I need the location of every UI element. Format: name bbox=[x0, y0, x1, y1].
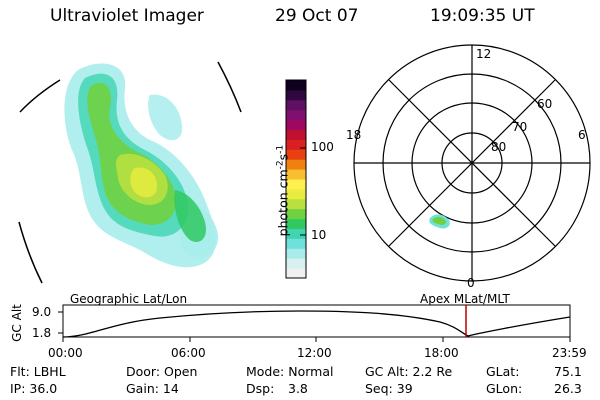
timeline-xtick-label-0000: 00:00 bbox=[48, 346, 83, 360]
colorbar-tick-label-10: 10 bbox=[311, 228, 327, 242]
colorbar-segment bbox=[286, 258, 306, 269]
lat-label-80: 80 bbox=[491, 140, 507, 154]
timeline-xtick-label-2359: 23:59 bbox=[552, 346, 587, 360]
colorbar-segment bbox=[286, 179, 306, 190]
timeline-right-label: Apex MLat/MLT bbox=[420, 292, 510, 306]
aurora-blob bbox=[148, 94, 183, 141]
mlt-label-6: 6 bbox=[578, 128, 586, 142]
aurora-blob bbox=[174, 190, 206, 242]
date-label: 29 Oct 07 bbox=[275, 6, 359, 26]
colorbar-segment bbox=[286, 238, 306, 249]
altitude-curve bbox=[62, 310, 571, 338]
ip-readout: IP: 36.0 bbox=[10, 381, 58, 396]
gain-readout: Gain: 14 bbox=[126, 381, 179, 396]
dsp-value: 3.8 bbox=[288, 381, 308, 396]
colorbar-frame bbox=[285, 79, 307, 279]
image-frame-arcs bbox=[18, 61, 242, 284]
polar-spot-blob bbox=[432, 216, 447, 225]
colorbar-segment bbox=[286, 129, 306, 140]
mode-readout: Mode: Normal bbox=[246, 364, 334, 379]
mlt-label-12: 12 bbox=[476, 47, 492, 61]
colorbar-unit-s: s bbox=[275, 153, 291, 161]
colorbar-unit-text: photon cm bbox=[275, 169, 291, 237]
glat-label: GLat: bbox=[486, 364, 520, 379]
polar-plot bbox=[353, 44, 591, 282]
aurora-image bbox=[64, 63, 219, 268]
seq-readout: Seq: 39 bbox=[365, 381, 413, 396]
polar-diagonal-b bbox=[388, 79, 556, 247]
colorbar-segment bbox=[286, 248, 306, 259]
lat-label-70: 70 bbox=[512, 120, 528, 134]
time-label: 19:09:35 UT bbox=[430, 6, 535, 26]
polar-auroral-spot bbox=[429, 214, 450, 229]
colorbar-segment bbox=[286, 218, 306, 229]
colorbar-segment bbox=[286, 268, 306, 279]
colorbar-segment bbox=[286, 139, 306, 150]
glon-value: 26.3 bbox=[554, 381, 582, 396]
colorbar-segment bbox=[286, 119, 306, 130]
gc-alt-readout: GC Alt: 2.2 Re bbox=[365, 364, 453, 379]
colorbar-segment bbox=[286, 80, 306, 91]
colorbar-segment bbox=[286, 198, 306, 210]
mlt-label-0: 0 bbox=[467, 276, 475, 290]
dsp-label: Dsp: bbox=[246, 381, 275, 396]
timeline-panel bbox=[58, 304, 571, 342]
lat-label-60: 60 bbox=[537, 97, 553, 111]
page-title: Ultraviolet Imager bbox=[50, 6, 204, 26]
colorbar-unit-label: photon cm-2s-1 bbox=[275, 121, 290, 261]
colorbar-unit-exp2: -1 bbox=[275, 144, 286, 154]
colorbar-segment bbox=[286, 208, 306, 220]
frame-arc-bottom-left bbox=[18, 221, 43, 284]
colorbar-segment bbox=[286, 188, 306, 200]
glon-label: GLon: bbox=[486, 381, 523, 396]
door-readout: Door: Open bbox=[126, 364, 198, 379]
colorbar-segment bbox=[286, 169, 306, 180]
colorbar-segment bbox=[286, 149, 306, 160]
glat-value: 75.1 bbox=[554, 364, 582, 379]
colorbar-unit-exp1: -2 bbox=[275, 160, 286, 170]
colorbar-tick-label-100: 100 bbox=[311, 140, 334, 154]
timeline-xtick-label-1800: 18:00 bbox=[424, 346, 459, 360]
colorbar-segment bbox=[286, 89, 306, 101]
mlt-label-18: 18 bbox=[346, 128, 362, 142]
timeline-xtick-label-0600: 06:00 bbox=[171, 346, 206, 360]
timeline-left-label: Geographic Lat/Lon bbox=[70, 292, 188, 306]
timeline-xtick-label-1200: 12:00 bbox=[297, 346, 332, 360]
colorbar-segment bbox=[286, 109, 306, 121]
aurora-blob bbox=[130, 167, 158, 198]
timeline-ytick-label-9: 9.0 bbox=[32, 305, 52, 319]
filter-readout: Flt: LBHL bbox=[10, 364, 66, 379]
timeline-ytick-label-1.8: 1.8 bbox=[32, 326, 52, 340]
colorbar-segment bbox=[286, 159, 306, 170]
colorbar-segment bbox=[286, 99, 306, 111]
frame-arc-top-right bbox=[217, 61, 242, 113]
colorbar-segment bbox=[286, 228, 306, 239]
colorbar bbox=[286, 80, 306, 279]
timeline-axis-title: GC Alt bbox=[10, 304, 24, 342]
frame-arc-top-left bbox=[19, 79, 61, 113]
